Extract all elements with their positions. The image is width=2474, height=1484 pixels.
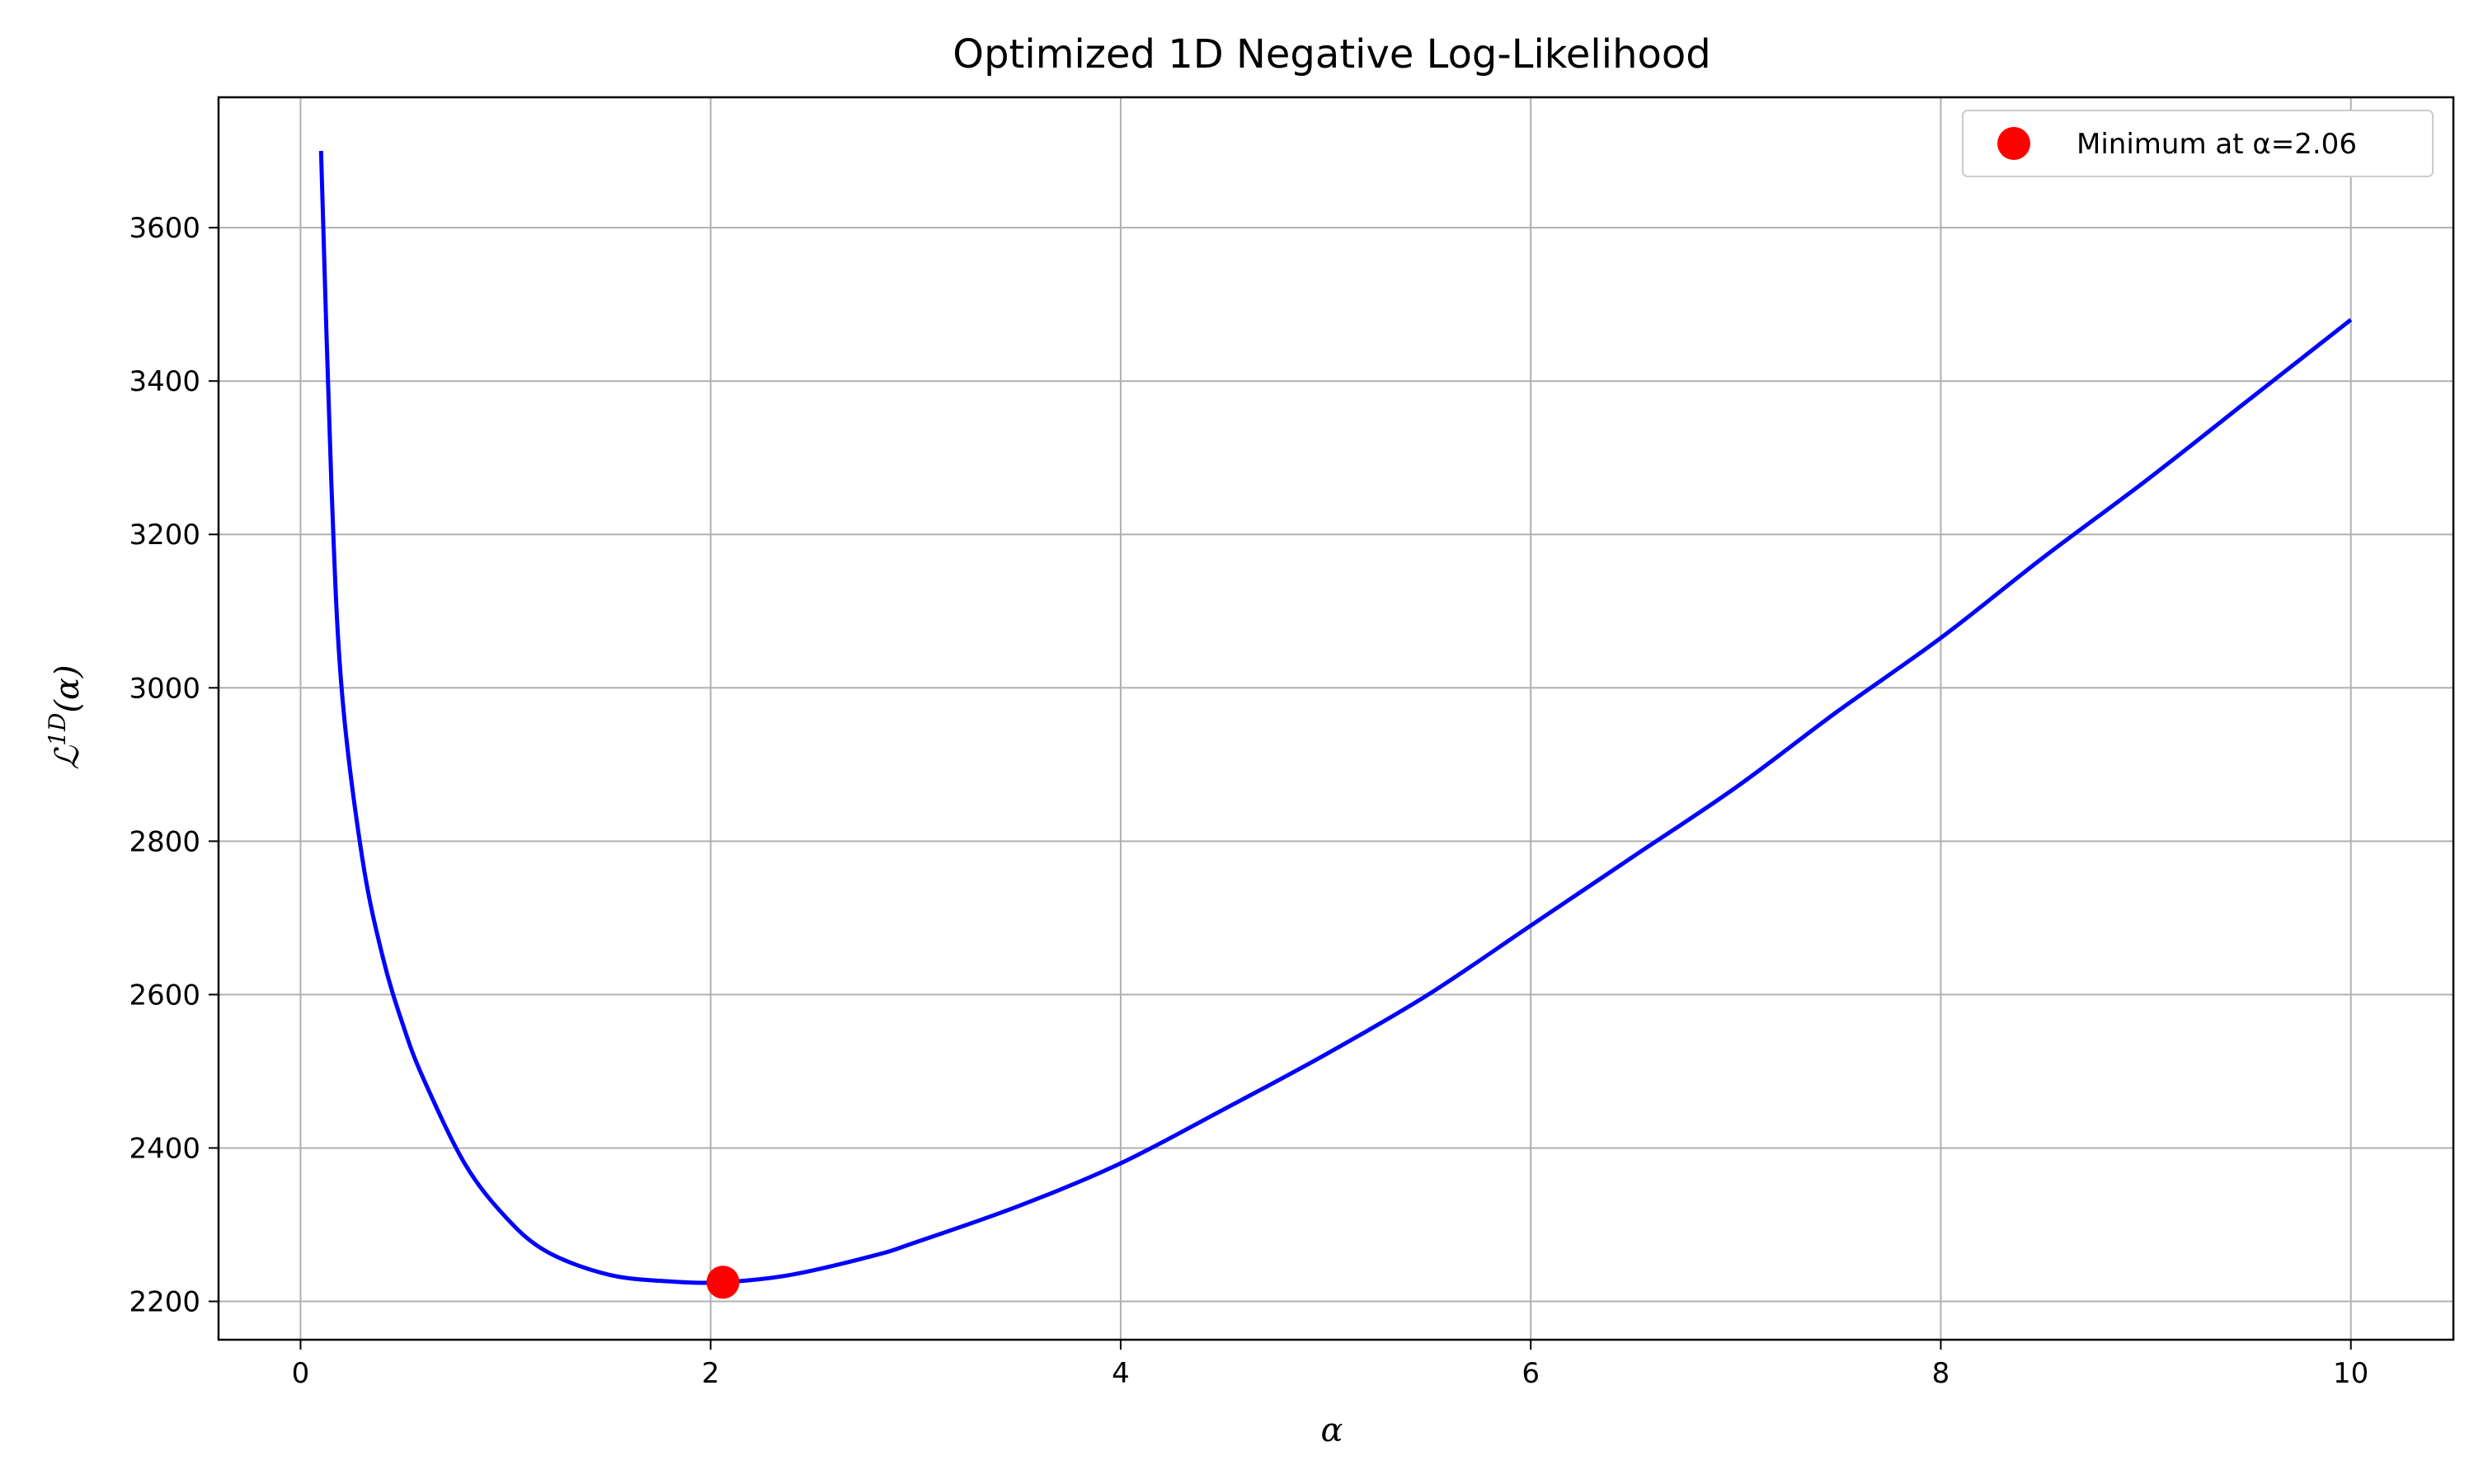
y-tick-label: 3600 [129, 212, 200, 245]
y-axis-label: ℒ1D(α) [44, 665, 87, 769]
y-tick-label: 2400 [129, 1132, 200, 1165]
series-layer [318, 151, 2353, 1285]
x-axis-label: α [1320, 1411, 1343, 1449]
y-tick-label: 3200 [129, 519, 200, 552]
minimum-layer [706, 1266, 740, 1299]
x-tick-label: 0 [292, 1357, 310, 1390]
minimum-point [706, 1266, 740, 1299]
y-axis-label-main: ℒ [49, 745, 87, 770]
x-tick-label: 6 [1522, 1357, 1540, 1390]
x-tick-label: 8 [1932, 1357, 1950, 1390]
plot-frame [217, 96, 2455, 1341]
grid [219, 97, 2453, 1340]
legend-label: Minimum at α=2.06 [2077, 128, 2357, 161]
y-axis-ticks: 2200 2400 2600 2800 3000 3200 3400 3600 [129, 212, 219, 1318]
x-tick-label: 2 [702, 1357, 720, 1390]
legend-box [1962, 110, 2434, 177]
y-tick-label: 2600 [129, 979, 200, 1012]
x-tick-label: 10 [2333, 1357, 2368, 1390]
y-tick-label: 2800 [129, 825, 200, 858]
y-tick-label: 2200 [129, 1285, 200, 1318]
y-axis-label-superscript: 1D [44, 713, 71, 746]
legend: Minimum at α=2.06 [1962, 110, 2434, 177]
x-tick-label: 4 [1112, 1357, 1130, 1390]
y-axis-label-argument: (α) [49, 665, 87, 712]
chart-title: Optimized 1D Negative Log-Likelihood [952, 31, 1710, 77]
legend-marker [1997, 127, 2030, 160]
y-tick-label: 3000 [129, 672, 200, 705]
y-tick-label: 3400 [129, 365, 200, 398]
x-axis-ticks: 0 2 4 6 8 10 [292, 1340, 2368, 1390]
series-line [318, 151, 2353, 1285]
